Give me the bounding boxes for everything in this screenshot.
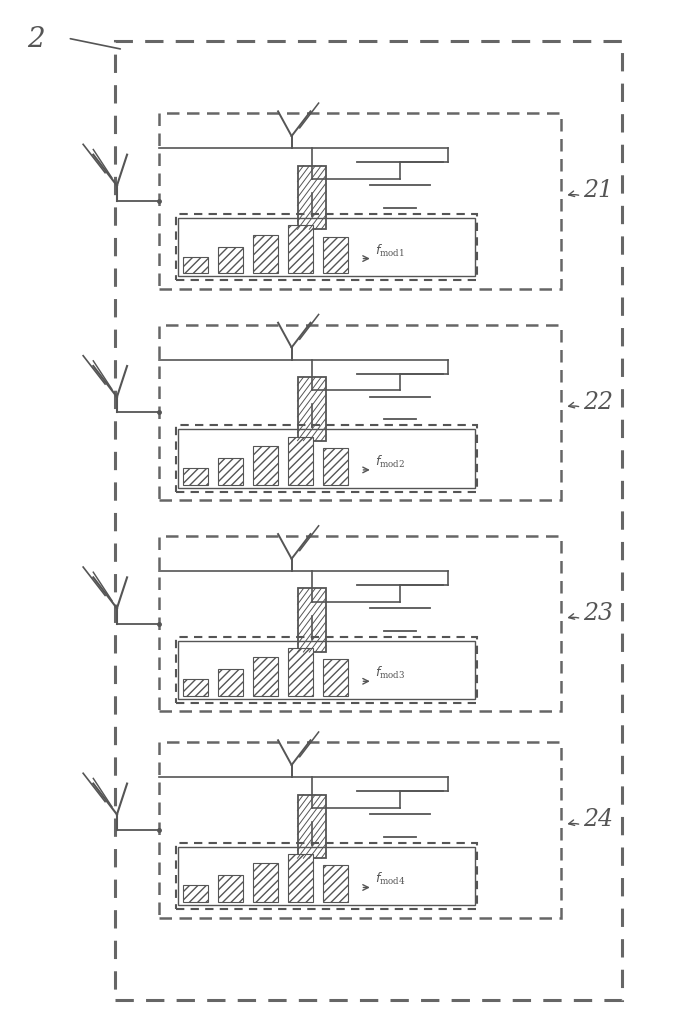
Bar — [176, 636, 477, 703]
Bar — [218, 875, 243, 902]
Bar — [253, 446, 278, 485]
Bar — [323, 659, 348, 696]
Bar — [323, 236, 348, 273]
Bar — [115, 41, 622, 1000]
Bar — [288, 436, 313, 485]
Bar — [178, 846, 475, 905]
Text: 24: 24 — [583, 808, 613, 831]
Bar — [183, 468, 208, 485]
Bar — [159, 536, 561, 711]
Bar — [218, 458, 243, 485]
Text: $f_{\mathregular{mod3}}$: $f_{\mathregular{mod3}}$ — [375, 665, 406, 681]
Bar — [176, 213, 477, 280]
Bar — [297, 377, 326, 440]
Bar — [159, 742, 561, 918]
Bar — [218, 246, 243, 273]
Bar — [178, 218, 475, 276]
Bar — [253, 235, 278, 273]
Text: $f_{\mathregular{mod4}}$: $f_{\mathregular{mod4}}$ — [375, 871, 406, 888]
Bar — [159, 113, 561, 289]
Bar — [323, 447, 348, 485]
Bar — [253, 864, 278, 902]
Bar — [288, 647, 313, 696]
Bar — [297, 795, 326, 858]
Text: 22: 22 — [583, 391, 613, 413]
Bar — [288, 225, 313, 273]
Bar — [253, 658, 278, 696]
Text: $f_{\mathregular{mod1}}$: $f_{\mathregular{mod1}}$ — [375, 242, 406, 259]
Bar — [183, 679, 208, 696]
Bar — [178, 640, 475, 699]
Bar — [176, 842, 477, 909]
Text: 21: 21 — [583, 179, 613, 202]
Bar — [218, 669, 243, 696]
Text: 23: 23 — [583, 602, 613, 625]
Text: 2: 2 — [27, 26, 45, 53]
Bar — [178, 429, 475, 488]
Bar — [288, 854, 313, 902]
Bar — [297, 589, 326, 652]
Bar — [297, 166, 326, 229]
Text: $f_{\mathregular{mod2}}$: $f_{\mathregular{mod2}}$ — [375, 454, 406, 470]
Bar — [323, 865, 348, 902]
Bar — [183, 257, 208, 273]
Bar — [176, 425, 477, 492]
Bar — [183, 886, 208, 902]
Bar — [159, 325, 561, 500]
